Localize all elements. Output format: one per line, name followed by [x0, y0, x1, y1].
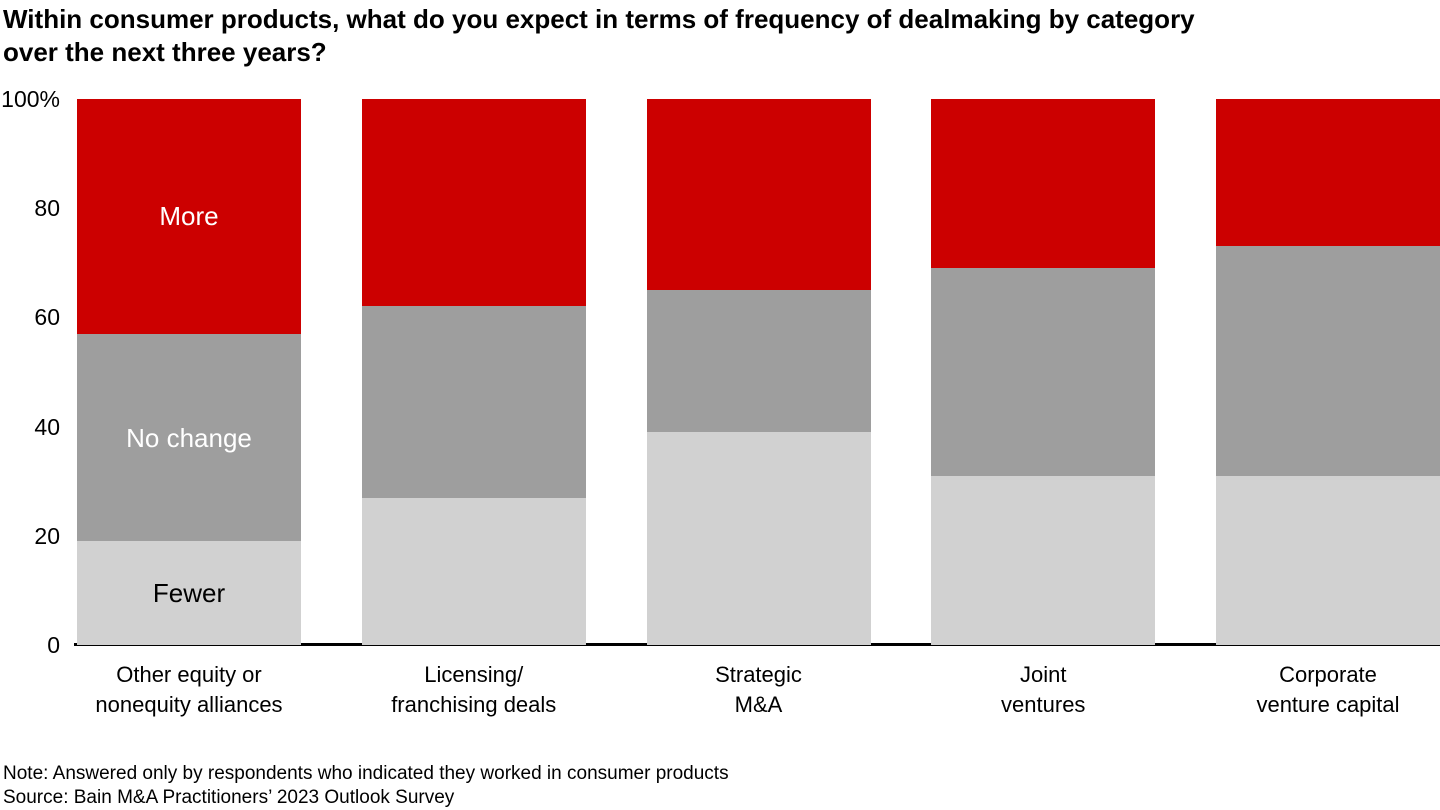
bar-corporate-venture-capital-segment-fewer: [1216, 475, 1440, 645]
bar-corporate-venture-capital-segment-no-change: [1216, 246, 1440, 476]
bar-licensing-franchising-deals-segment-fewer: [361, 497, 586, 645]
bar-joint-ventures-segment-fewer: [931, 475, 1156, 645]
category-label-corporate-venture-capital: Corporate venture capital: [1178, 660, 1440, 720]
y-axis-tick-label-40: 40: [34, 413, 60, 440]
category-label-licensing-franchising-deals: Licensing/franchising deals: [324, 660, 624, 720]
chart-title-line-2: over the next three years?: [3, 37, 327, 67]
category-label-line: venture capital: [1256, 692, 1400, 717]
y-axis-tick-label-100: 100%: [1, 86, 60, 112]
bar-other-equity-or-nonequity-alliances-segment-more: [77, 99, 301, 334]
category-label-other-equity-or-nonequity-alliances: Other equity or nonequity alliances: [39, 660, 339, 720]
bar-joint-ventures-segment-no-change: [931, 268, 1156, 476]
segment-label-no-change: No change: [126, 422, 252, 453]
note-text: Note: Answered only by respondents who i…: [3, 763, 729, 784]
category-label-line: Corporate: [1279, 662, 1377, 687]
chart-title-line-1: Within consumer products, what do you ex…: [3, 4, 1195, 34]
bar-licensing-franchising-deals-segment-no-change: [361, 306, 586, 498]
chart-title: Within consumer products, what do you ex…: [3, 3, 1195, 69]
bar-strategic-m-a-segment-fewer: [646, 432, 871, 645]
bar-other-equity-or-nonequity-alliances-segment-fewer: [77, 541, 301, 645]
bar-joint-ventures-segment-more: [931, 99, 1156, 269]
segment-label-fewer: Fewer: [152, 578, 226, 609]
bar-licensing-franchising-deals-segment-more: [361, 99, 586, 307]
category-label-joint-ventures: Joint ventures: [893, 660, 1193, 720]
y-axis-tick-label-0: 0: [47, 632, 60, 658]
category-label-line: nonequity alliances: [95, 692, 283, 717]
y-axis-tick-label-20: 20: [34, 522, 60, 549]
bar-corporate-venture-capital-segment-more: [1216, 99, 1440, 247]
segment-label-more: More: [159, 201, 219, 232]
category-label-line: franchising deals: [391, 692, 557, 717]
category-label-strategic-m-a: Strategic M&A: [609, 660, 909, 720]
category-label-line: Joint: [1020, 662, 1067, 687]
category-label-line: ventures: [1001, 692, 1086, 717]
bar-other-equity-or-nonequity-alliances-segment-no-change: [77, 333, 301, 542]
y-axis-tick-label-60: 60: [34, 304, 60, 331]
bar-strategic-m-a-segment-no-change: [646, 290, 871, 433]
source-text: Source: Bain M&A Practitioners’ 2023 Out…: [3, 787, 455, 808]
category-label-line: M&A: [734, 692, 783, 717]
category-label-line: Other equity or: [116, 662, 262, 687]
category-label-line: Licensing/: [424, 662, 524, 687]
bar-strategic-m-a-segment-more: [646, 99, 871, 291]
y-axis-tick-label-80: 80: [34, 195, 60, 222]
category-label-line: Strategic: [715, 662, 802, 687]
